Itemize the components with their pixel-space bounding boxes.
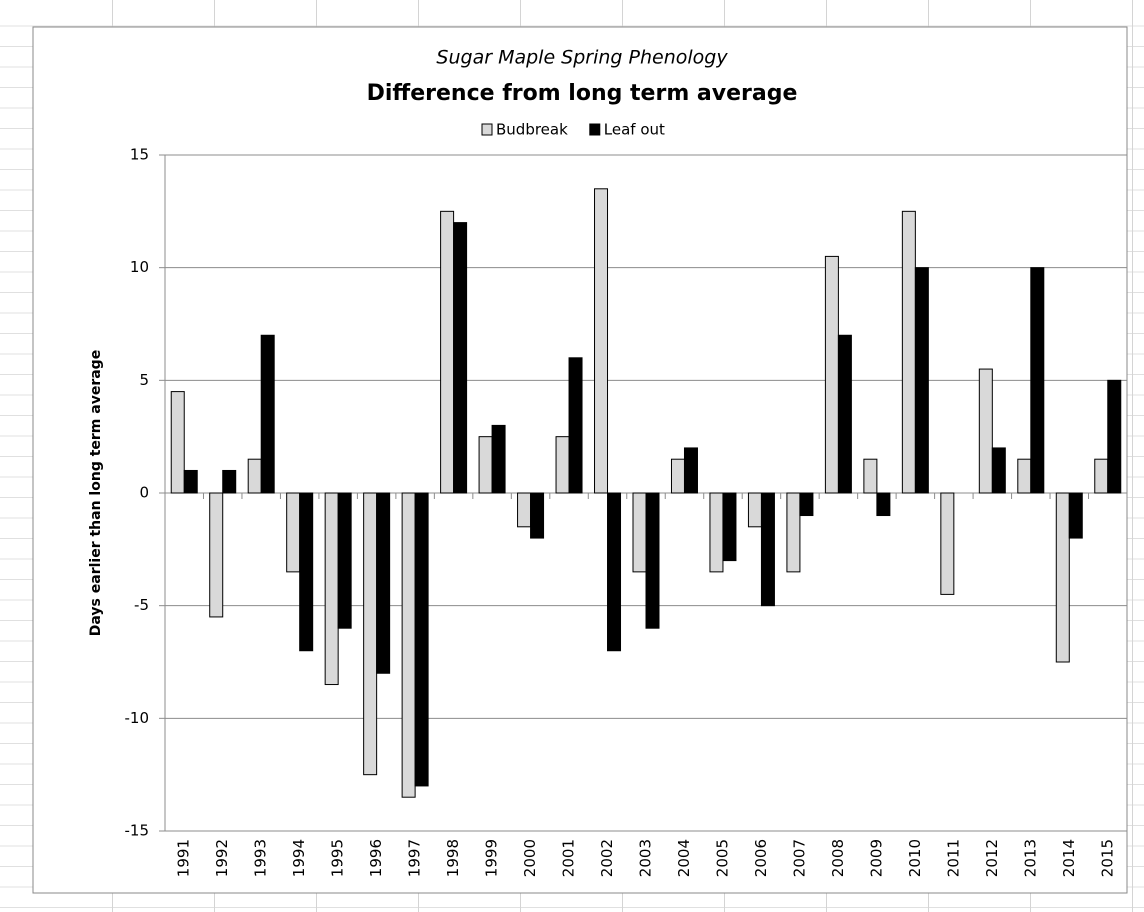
x-tick-label: 1995	[329, 839, 347, 877]
x-tick-label: 2009	[867, 839, 885, 877]
chart-title: Difference from long term average	[367, 81, 798, 106]
bar	[901, 210, 916, 494]
legend-label: Budbreak	[496, 121, 568, 139]
bar	[991, 447, 1006, 494]
x-tick-label: 2000	[521, 839, 539, 877]
bar	[786, 492, 801, 573]
bar	[568, 357, 583, 494]
legend-swatch	[589, 123, 601, 136]
bar	[670, 458, 685, 494]
bar	[607, 492, 622, 652]
bar	[440, 210, 455, 494]
bar	[183, 469, 198, 494]
bar	[286, 492, 301, 573]
bar	[555, 436, 570, 494]
x-tick-label: 1991	[175, 839, 193, 877]
bar	[683, 447, 698, 494]
bar	[491, 424, 506, 494]
bar	[645, 492, 660, 629]
x-tick-label: 2008	[829, 839, 847, 877]
x-tick-label: 2006	[752, 839, 770, 877]
bar	[837, 334, 852, 494]
x-tick-label: 2010	[906, 839, 924, 877]
bar	[1030, 267, 1045, 494]
x-tick-label: 1997	[406, 839, 424, 877]
bar	[376, 492, 391, 674]
y-tick-label: 15	[130, 146, 149, 164]
bar	[170, 391, 185, 494]
x-tick-label: 2004	[675, 839, 693, 877]
x-tick-label: 2014	[1060, 839, 1078, 877]
bar	[978, 368, 993, 494]
x-tick-label: 1993	[252, 839, 270, 877]
x-tick-label: 1999	[483, 839, 501, 877]
x-tick-label: 2012	[983, 839, 1001, 877]
y-tick-label: 5	[139, 371, 149, 389]
bar	[260, 334, 275, 494]
bar	[1094, 458, 1109, 494]
bar	[222, 469, 237, 494]
legend-label: Leaf out	[604, 121, 665, 139]
bar	[453, 222, 468, 494]
x-tick-label: 2003	[637, 839, 655, 877]
x-tick-label: 2002	[598, 839, 616, 877]
bar	[517, 492, 532, 528]
y-tick-label: 0	[139, 484, 149, 502]
bar	[747, 492, 762, 528]
bar	[414, 492, 429, 787]
bar	[363, 492, 378, 776]
bar	[1068, 492, 1083, 539]
bar	[824, 255, 839, 494]
bar	[1017, 458, 1032, 494]
bar	[594, 188, 609, 494]
x-tick-label: 1996	[367, 839, 385, 877]
x-tick-label: 2007	[790, 839, 808, 877]
x-tick-label: 2015	[1098, 839, 1116, 877]
bar	[478, 436, 493, 494]
x-tick-label: 1998	[444, 839, 462, 877]
bar	[1107, 379, 1122, 494]
y-axis-label: Days earlier than long term average	[88, 350, 104, 636]
bar	[530, 492, 545, 539]
x-tick-label: 1992	[213, 839, 231, 877]
bar	[1055, 492, 1070, 663]
y-tick-label: -10	[125, 709, 150, 727]
bar	[209, 492, 224, 618]
bar	[799, 492, 814, 517]
bar	[401, 492, 416, 798]
x-tick-label: 2013	[1021, 839, 1039, 877]
bar	[876, 492, 891, 517]
y-tick-label: -5	[134, 596, 149, 614]
bar	[247, 458, 262, 494]
x-tick-label: 1994	[290, 839, 308, 877]
bar	[863, 458, 878, 494]
bar	[914, 267, 929, 494]
x-tick-label: 2011	[944, 839, 962, 877]
bar	[337, 492, 352, 629]
bar	[709, 492, 724, 573]
bar	[722, 492, 737, 562]
bar	[632, 492, 647, 573]
bar	[324, 492, 339, 686]
x-tick-label: 2001	[560, 839, 578, 877]
chart-subtitle: Sugar Maple Spring Phenology	[436, 47, 728, 69]
bar	[299, 492, 314, 652]
y-tick-label: -15	[125, 822, 150, 840]
bar	[760, 492, 775, 607]
bar	[940, 492, 955, 595]
y-tick-label: 10	[130, 258, 149, 276]
x-tick-label: 2005	[713, 839, 731, 877]
legend-swatch	[481, 123, 493, 136]
